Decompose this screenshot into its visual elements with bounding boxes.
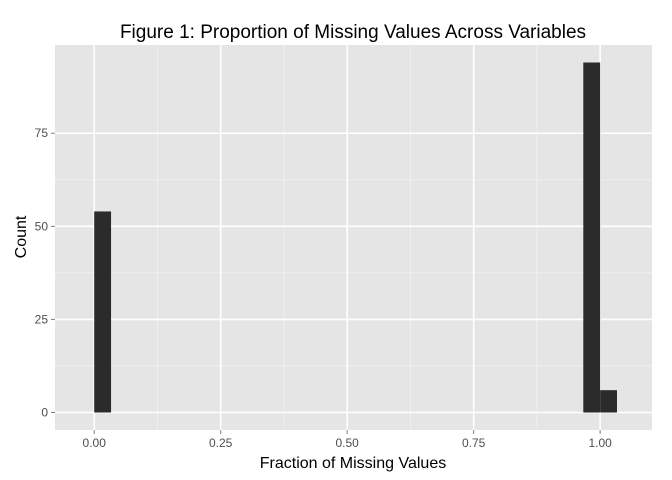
histogram-bar [94, 211, 112, 413]
y-tick-label: 25 [35, 312, 49, 326]
x-tick-label: 1.00 [588, 436, 612, 450]
x-axis-title: Fraction of Missing Values [260, 455, 446, 472]
x-tick-label: 0.25 [209, 436, 233, 450]
plot-panel [55, 45, 652, 430]
histogram-bar [583, 62, 601, 413]
x-tick-label: 0.75 [462, 436, 486, 450]
x-tick-label: 0.50 [335, 436, 359, 450]
y-tick-label: 0 [41, 406, 48, 420]
x-tick-label: 0.00 [83, 436, 107, 450]
chart-title: Figure 1: Proportion of Missing Values A… [120, 22, 586, 43]
y-axis: 0 25 50 75 [35, 126, 55, 420]
histogram-bars [94, 62, 617, 413]
y-tick-label: 75 [35, 126, 49, 140]
y-axis-title: Count [13, 215, 30, 258]
x-axis: 0.00 0.25 0.50 0.75 1.00 [83, 430, 612, 450]
minor-gridlines [55, 45, 652, 430]
y-tick-label: 50 [35, 219, 49, 233]
histogram-bar [600, 390, 617, 413]
